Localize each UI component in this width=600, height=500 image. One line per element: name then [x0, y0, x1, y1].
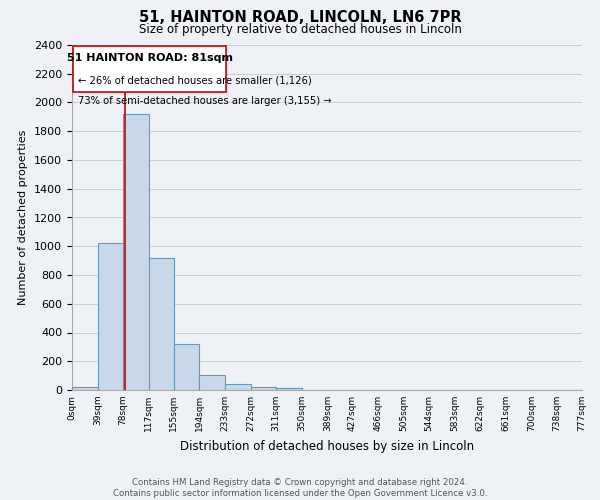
Bar — [174, 344, 199, 390]
Bar — [199, 375, 225, 390]
Bar — [72, 387, 98, 390]
Text: ← 26% of detached houses are smaller (1,126): ← 26% of detached houses are smaller (1,… — [79, 76, 312, 86]
Text: 51 HAINTON ROAD: 81sqm: 51 HAINTON ROAD: 81sqm — [67, 54, 233, 64]
Text: Contains HM Land Registry data © Crown copyright and database right 2024.
Contai: Contains HM Land Registry data © Crown c… — [113, 478, 487, 498]
Bar — [149, 258, 174, 390]
Bar — [123, 114, 149, 390]
Bar — [251, 387, 276, 390]
Text: 51, HAINTON ROAD, LINCOLN, LN6 7PR: 51, HAINTON ROAD, LINCOLN, LN6 7PR — [139, 10, 461, 25]
Text: 73% of semi-detached houses are larger (3,155) →: 73% of semi-detached houses are larger (… — [79, 96, 332, 106]
X-axis label: Distribution of detached houses by size in Lincoln: Distribution of detached houses by size … — [180, 440, 474, 452]
Bar — [225, 384, 251, 390]
Bar — [98, 244, 123, 390]
FancyBboxPatch shape — [73, 46, 226, 92]
Y-axis label: Number of detached properties: Number of detached properties — [19, 130, 28, 305]
Text: Size of property relative to detached houses in Lincoln: Size of property relative to detached ho… — [139, 22, 461, 36]
Bar — [276, 388, 302, 390]
